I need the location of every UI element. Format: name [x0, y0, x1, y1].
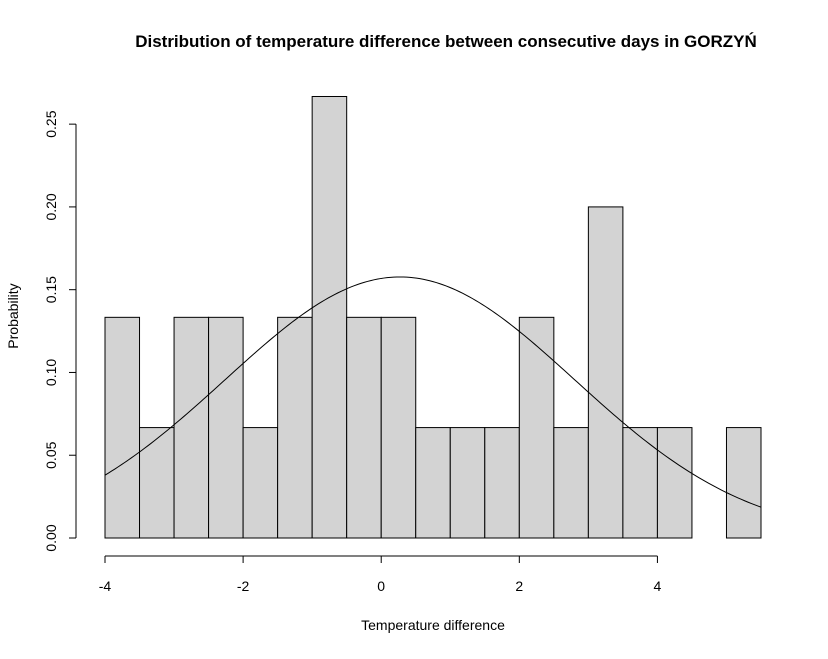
histogram-bar — [449, 427, 486, 539]
histogram-bar — [311, 95, 348, 539]
y-tick-label: 0.00 — [43, 524, 59, 551]
histogram-bar — [415, 427, 451, 539]
x-tick-label: -2 — [237, 578, 250, 594]
histogram-bar — [346, 316, 382, 539]
x-axis: -4 -2 0 2 4 — [99, 555, 662, 594]
histogram-bar — [104, 316, 141, 539]
x-tick-label: 4 — [654, 578, 662, 594]
density-curve — [104, 276, 762, 508]
histogram-bar — [484, 427, 520, 539]
y-tick-label: 0.10 — [43, 359, 59, 386]
y-tick-label: 0.20 — [43, 193, 59, 220]
histogram-bar — [656, 427, 693, 539]
histogram-bar — [277, 316, 313, 539]
histogram-bar — [725, 427, 762, 539]
y-tick-label: 0.05 — [43, 441, 59, 468]
histogram-bar — [553, 427, 589, 539]
x-tick-label: -4 — [99, 578, 112, 594]
y-tick-label: 0.15 — [43, 276, 59, 303]
histogram-bar — [587, 206, 624, 539]
histogram-bar — [242, 427, 279, 539]
y-tick-label: 0.25 — [43, 110, 59, 137]
histogram-bar — [518, 316, 555, 539]
y-axis-label: Probability — [5, 283, 21, 348]
bars-group — [104, 95, 762, 539]
histogram-bar — [622, 427, 658, 539]
histogram-bar — [139, 427, 175, 539]
x-tick-label: 0 — [377, 578, 385, 594]
histogram-bar — [173, 316, 210, 539]
chart-title: Distribution of temperature difference b… — [135, 32, 757, 51]
histogram-bar — [380, 316, 417, 539]
y-axis: 0.00 0.05 0.10 0.15 0.20 0.25 — [43, 110, 77, 552]
x-axis-label: Temperature difference — [361, 617, 505, 633]
histogram-bar — [208, 316, 244, 539]
x-tick-label: 2 — [515, 578, 523, 594]
